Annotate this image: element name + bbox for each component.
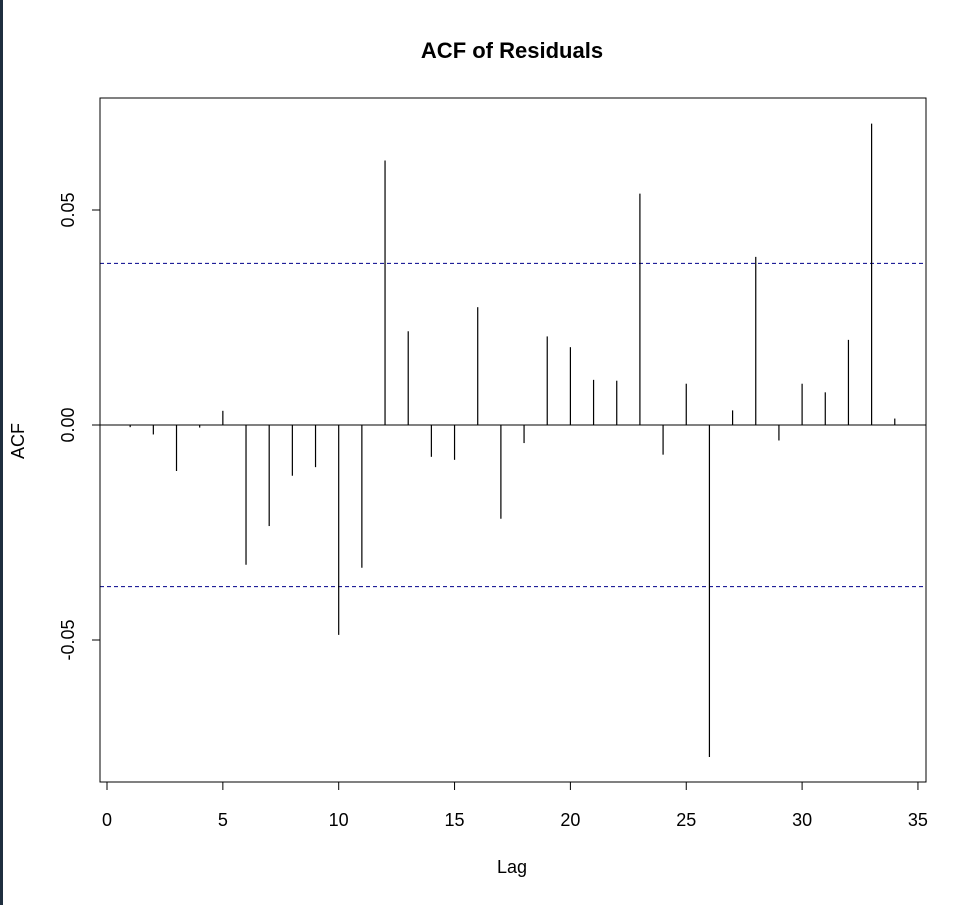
x-tick-label: 35 [908, 810, 928, 830]
x-tick-label: 0 [102, 810, 112, 830]
x-tick-label: 15 [445, 810, 465, 830]
plot-frame [99, 97, 927, 783]
y-tick-label: 0.00 [58, 407, 78, 442]
y-axis-label: ACF [8, 423, 28, 459]
y-axis: -0.05 0.00 0.05 [58, 192, 101, 661]
confidence-bounds [100, 262, 926, 588]
y-tick-label: 0.05 [58, 192, 78, 227]
chart-title: ACF of Residuals [421, 38, 603, 63]
acf-bars [129, 123, 896, 757]
x-axis-label: Lag [497, 857, 527, 877]
x-tick-label: 25 [676, 810, 696, 830]
x-tick-label: 20 [560, 810, 580, 830]
x-tick-label: 10 [329, 810, 349, 830]
window-edge [0, 0, 3, 905]
y-tick-label: -0.05 [58, 619, 78, 660]
x-tick-label: 30 [792, 810, 812, 830]
x-axis: 0 5 10 15 20 25 30 35 [102, 781, 928, 830]
x-tick-label: 5 [218, 810, 228, 830]
